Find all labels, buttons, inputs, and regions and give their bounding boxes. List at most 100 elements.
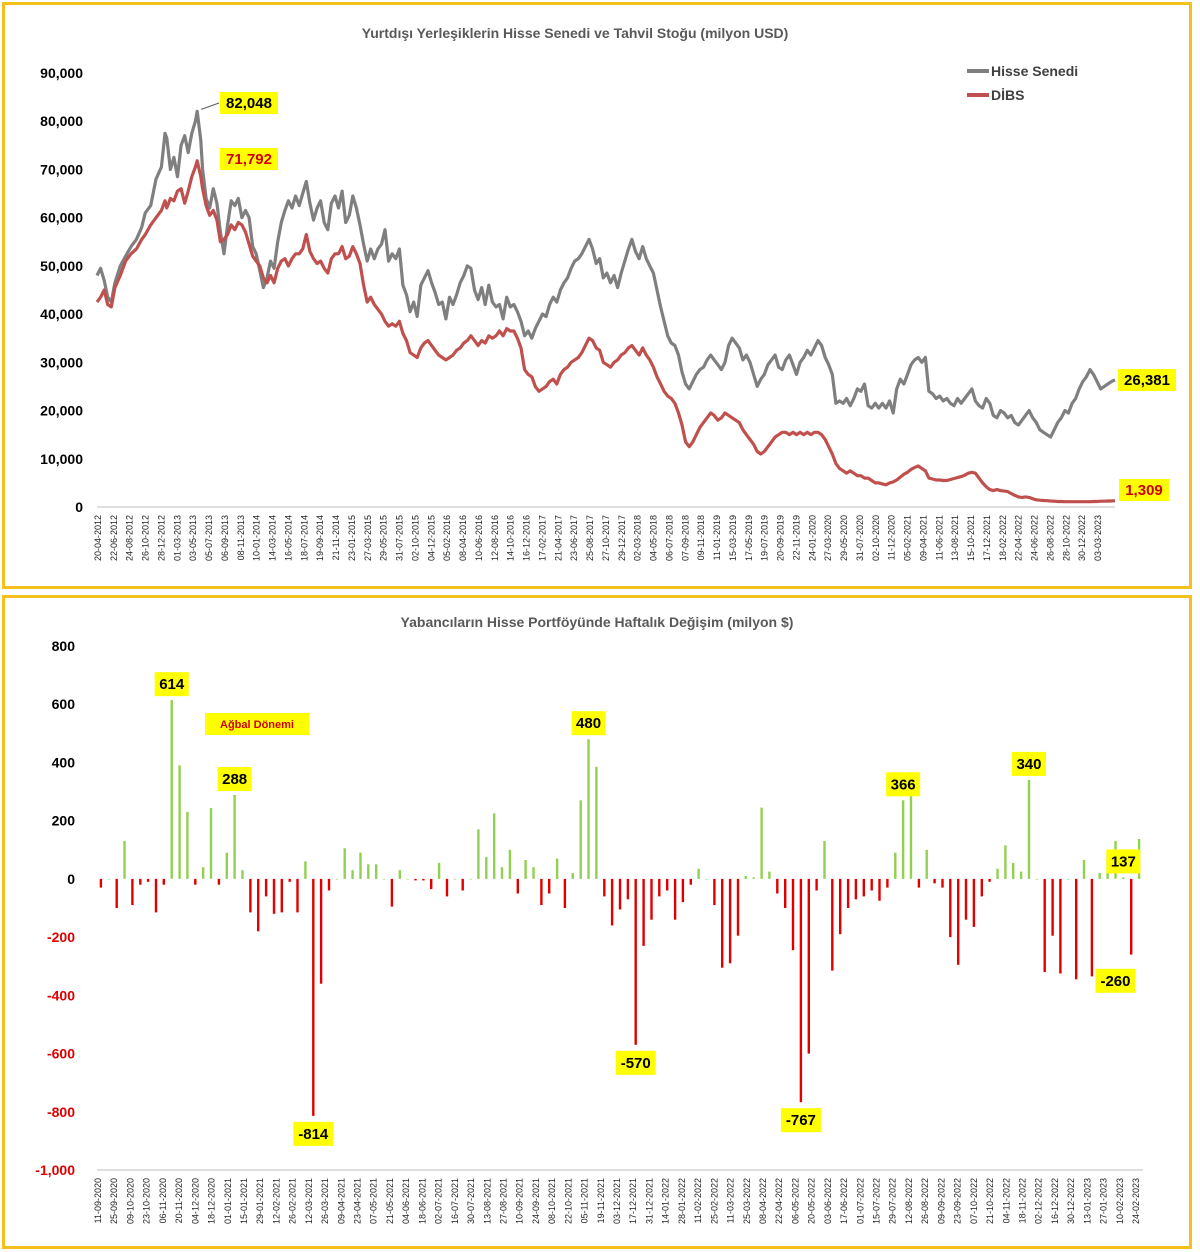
bar (744, 876, 747, 879)
bar (917, 878, 921, 888)
y-tick-label: 600 (52, 696, 76, 712)
x-tick-label: 29-01-2021 (255, 1178, 265, 1224)
annotation-last-hisse: 26,381 (1118, 369, 1176, 391)
x-tick-label: 22-04-2022 (774, 1178, 784, 1224)
x-tick-label: 12-08-2022 (904, 1178, 914, 1224)
x-tick-label: 23-10-2020 (142, 1178, 152, 1224)
x-tick-label: 10-01-2014 (252, 515, 262, 561)
x-tick-label: 20-09-2019 (776, 515, 786, 561)
x-tick-label: 24-08-2012 (125, 515, 135, 561)
bar (414, 878, 417, 881)
x-tick-label: 27-03-2020 (823, 515, 833, 561)
bar-callout: -767 (780, 1108, 821, 1133)
y-tick-label: -200 (47, 929, 75, 945)
bar-callout-label: -260 (1100, 973, 1130, 990)
bar (485, 857, 488, 879)
y-tick-label: 200 (52, 813, 76, 829)
bar-callout-box (1095, 968, 1136, 993)
bar (178, 765, 181, 879)
bar (799, 878, 803, 1103)
bar (933, 878, 936, 884)
bar (658, 878, 661, 897)
bar (390, 878, 394, 907)
y-tick-label: 400 (52, 754, 76, 770)
x-tick-label: 03-03-2023 (1093, 515, 1103, 561)
x-tick-label: 13-08-2021 (482, 1178, 492, 1224)
bar (186, 811, 189, 879)
x-tick-label: 06-05-2022 (790, 1178, 800, 1224)
bar (878, 878, 881, 901)
bar-callout-box (571, 711, 606, 736)
x-tick-label: 17-12-2021 (628, 1178, 638, 1224)
bar-callout-box (293, 1121, 334, 1146)
chart-title: Yabancıların Hisse Portföyünde Haftalık … (401, 614, 794, 630)
x-tick-label: 31-07-2015 (395, 515, 405, 561)
bar (445, 878, 449, 897)
bar-callout-label: -767 (786, 1112, 816, 1129)
x-tick-label: 19-11-2021 (596, 1178, 606, 1223)
y-tick-label: 60,000 (40, 210, 83, 226)
series-line-dibs (95, 159, 1116, 504)
bar (1130, 878, 1133, 955)
bar (233, 795, 236, 879)
bar (587, 739, 590, 879)
x-tick-label: 05-11-2021 (580, 1178, 590, 1223)
x-tick-label: 26-02-2021 (288, 1178, 298, 1224)
chart-title: Yurtdışı Yerleşiklerin Hisse Senedi ve T… (362, 25, 789, 41)
bar (241, 870, 244, 879)
y-tick-label: -1,000 (35, 1162, 75, 1178)
bar (1075, 878, 1078, 980)
x-tick-label: 14-03-2014 (268, 515, 278, 561)
bar (319, 878, 323, 984)
bar (618, 878, 622, 910)
bar (500, 867, 504, 879)
x-tick-label: 18-11-2022 (1017, 1178, 1027, 1223)
x-tick-label: 06-09-2013 (220, 515, 230, 561)
x-tick-label: 17-05-2019 (744, 515, 754, 561)
bar-callout-label: 137 (1111, 853, 1136, 870)
x-tick-label: 04-06-2021 (401, 1178, 411, 1224)
bar (343, 848, 346, 879)
x-tick-label: 09-10-2020 (125, 1178, 135, 1224)
bar (1019, 871, 1023, 879)
x-tick-label: 26-10-2012 (141, 515, 151, 561)
x-tick-label: 25-03-2022 (742, 1178, 752, 1224)
y-tick-label: 80,000 (40, 113, 83, 129)
bar (650, 878, 653, 920)
x-tick-label: 20-05-2022 (807, 1178, 817, 1224)
bar (721, 878, 724, 968)
y-tick-label: 70,000 (40, 161, 83, 177)
x-tick-label: 10-06-2016 (474, 515, 484, 561)
y-tick-label: 50,000 (40, 258, 83, 274)
x-tick-label: 01-07-2022 (855, 1178, 865, 1224)
x-tick-label: 24-02-2023 (1131, 1178, 1141, 1224)
x-tick-label: 21-11-2014 (331, 515, 341, 560)
x-tick-label: 02-12-2022 (1034, 1178, 1044, 1224)
bar (980, 878, 983, 897)
x-tick-label: 18-06-2021 (417, 1178, 427, 1224)
x-tick-label: 11-09-2020 (93, 1178, 103, 1223)
bar (563, 878, 567, 908)
bar-callout-box (780, 1108, 821, 1133)
x-tick-label: 22-10-2021 (563, 1178, 573, 1224)
x-tick-label: 06-11-2020 (158, 1178, 168, 1223)
bar (422, 878, 425, 881)
x-tick-label: 07-10-2022 (969, 1178, 979, 1224)
x-tick-label: 13-01-2023 (1082, 1178, 1092, 1224)
bar (107, 878, 110, 880)
x-tick-label: 03-05-2013 (188, 515, 198, 561)
x-tick-label: 08-10-2021 (547, 1178, 557, 1224)
bar (139, 878, 142, 885)
bar (1004, 845, 1007, 879)
bar (957, 878, 960, 965)
x-tick-label: 21-05-2021 (385, 1178, 395, 1224)
annotation-peak-dibs-box (220, 148, 278, 170)
bar (225, 852, 228, 879)
bar (375, 864, 378, 879)
bar (941, 878, 944, 888)
bar-callout-label: 288 (222, 771, 247, 788)
x-tick-label: 07-05-2021 (369, 1178, 379, 1224)
x-tick-label: 15-07-2022 (872, 1178, 882, 1224)
bar (288, 878, 291, 882)
bar (548, 878, 551, 894)
